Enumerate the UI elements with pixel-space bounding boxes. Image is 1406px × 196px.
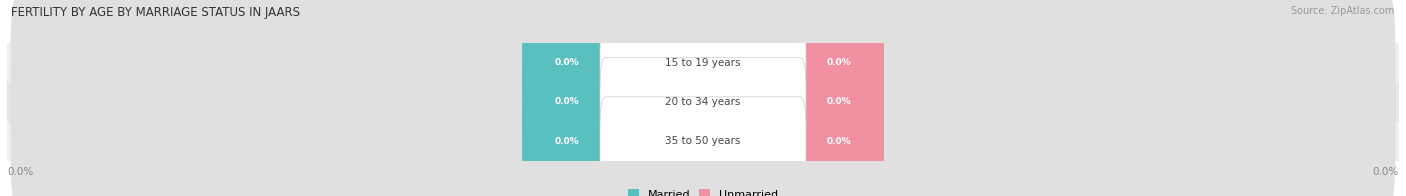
Text: 15 to 19 years: 15 to 19 years — [665, 58, 741, 68]
FancyBboxPatch shape — [600, 58, 806, 146]
FancyBboxPatch shape — [793, 49, 884, 155]
FancyBboxPatch shape — [10, 68, 1396, 196]
Bar — [7, 43, 1399, 82]
FancyBboxPatch shape — [793, 9, 884, 116]
Text: 0.0%: 0.0% — [827, 58, 851, 67]
Text: 0.0%: 0.0% — [1372, 167, 1399, 177]
Text: 35 to 50 years: 35 to 50 years — [665, 136, 741, 146]
FancyBboxPatch shape — [522, 49, 613, 155]
FancyBboxPatch shape — [10, 29, 1396, 175]
Text: 0.0%: 0.0% — [555, 137, 579, 146]
FancyBboxPatch shape — [522, 88, 613, 194]
Text: 0.0%: 0.0% — [827, 97, 851, 106]
Bar — [7, 82, 1399, 122]
Text: Source: ZipAtlas.com: Source: ZipAtlas.com — [1291, 6, 1395, 16]
Text: 20 to 34 years: 20 to 34 years — [665, 97, 741, 107]
Text: FERTILITY BY AGE BY MARRIAGE STATUS IN JAARS: FERTILITY BY AGE BY MARRIAGE STATUS IN J… — [11, 6, 301, 19]
Text: 0.0%: 0.0% — [555, 97, 579, 106]
FancyBboxPatch shape — [600, 18, 806, 107]
FancyBboxPatch shape — [600, 97, 806, 185]
FancyBboxPatch shape — [793, 88, 884, 194]
Bar — [7, 122, 1399, 161]
FancyBboxPatch shape — [522, 9, 613, 116]
FancyBboxPatch shape — [10, 0, 1396, 136]
Text: 0.0%: 0.0% — [827, 137, 851, 146]
Text: 0.0%: 0.0% — [7, 167, 34, 177]
Legend: Married, Unmarried: Married, Unmarried — [627, 189, 779, 196]
Text: 0.0%: 0.0% — [555, 58, 579, 67]
